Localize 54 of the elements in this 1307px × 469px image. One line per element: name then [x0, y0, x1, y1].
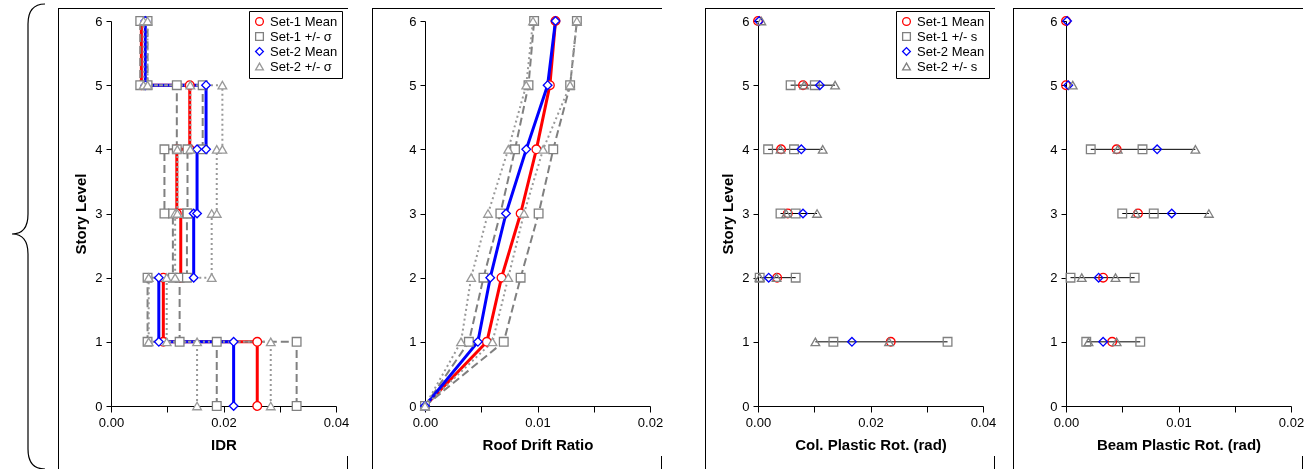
x-axis-title: IDR — [211, 435, 238, 453]
x-tick-label: 0.02 — [637, 414, 664, 430]
x-tick-label: 0.01 — [525, 414, 551, 430]
y-tick-label: 2 — [409, 270, 417, 286]
y-tick-label: 2 — [1050, 270, 1058, 286]
y-tick-label: 1 — [1050, 334, 1058, 350]
x-tick-label: 0.02 — [1278, 414, 1305, 430]
x-tick-label: 0.00 — [412, 414, 439, 430]
y-tick-label: 3 — [742, 206, 750, 221]
x-tick-label: 0.02 — [858, 414, 884, 430]
x-axis-title: Roof Drift Ratio — [482, 435, 594, 453]
y-tick-label: 5 — [95, 77, 103, 93]
y-tick-label: 0 — [742, 398, 750, 414]
legend-label: Set-1 Mean — [917, 13, 985, 29]
y-tick-label: 3 — [1050, 206, 1058, 221]
y-tick-label: 0 — [409, 398, 417, 414]
y-tick-label: 5 — [409, 77, 417, 93]
legend-label: Set-2 +/- s — [917, 58, 978, 74]
y-tick-label: 5 — [1050, 77, 1058, 93]
y-tick-label: 4 — [742, 141, 750, 157]
y-tick-label: 0 — [95, 398, 103, 414]
y-tick-label: 0 — [1050, 398, 1058, 414]
x-axis-title: Beam Plastic Rot. (rad) — [1096, 435, 1262, 453]
legend-label: Set-2 Mean — [270, 43, 338, 59]
y-tick-label: 4 — [1050, 141, 1058, 157]
x-tick-label: 0.00 — [1053, 414, 1080, 430]
y-tick-label: 1 — [95, 334, 103, 350]
y-tick-label: 3 — [95, 206, 103, 221]
y-tick-label: 6 — [409, 13, 417, 29]
legend-label: Set-2 Mean — [917, 43, 985, 59]
x-axis-title: Col. Plastic Rot. (rad) — [795, 435, 947, 453]
x-tick-label: 0.00 — [98, 414, 125, 430]
legend-label: Set-2 +/- σ — [270, 58, 332, 74]
y-tick-label: 2 — [742, 270, 750, 286]
y-tick-label: 6 — [95, 13, 103, 29]
y-tick-label: 4 — [409, 141, 417, 157]
x-tick-label: 0.04 — [323, 414, 350, 430]
y-tick-label: 2 — [95, 270, 103, 286]
y-tick-label: 4 — [95, 141, 103, 157]
y-axis-title: Story Level — [719, 173, 737, 255]
y-tick-label: 3 — [409, 206, 417, 221]
y-tick-label: 5 — [742, 77, 750, 93]
x-tick-label: 0.00 — [745, 414, 772, 430]
x-tick-label: 0.01 — [1166, 414, 1192, 430]
x-tick-label: 0.04 — [970, 414, 997, 430]
y-tick-label: 6 — [742, 13, 750, 29]
y-tick-label: 6 — [1050, 13, 1058, 29]
y-axis-title: Story Level — [72, 173, 90, 255]
legend-label: Set-1 +/- s — [917, 28, 978, 44]
y-tick-label: 1 — [409, 334, 417, 350]
legend-label: Set-1 Mean — [270, 13, 338, 29]
legend-label: Set-1 +/- σ — [270, 28, 332, 44]
y-tick-label: 1 — [742, 334, 750, 350]
x-tick-label: 0.02 — [211, 414, 237, 430]
